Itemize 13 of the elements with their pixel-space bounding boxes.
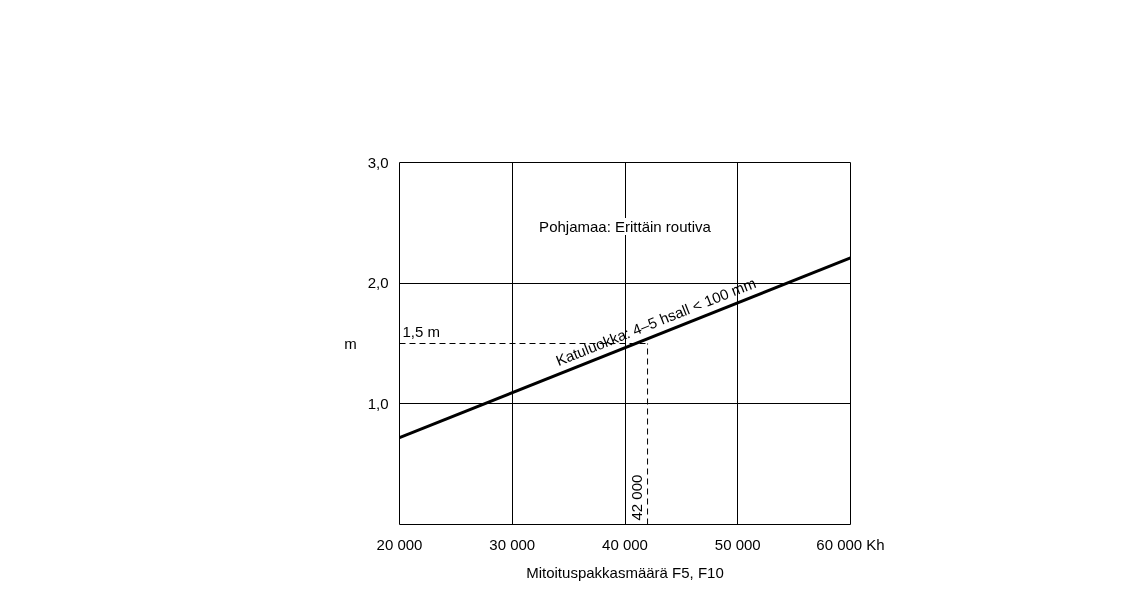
x-axis-title: Mitoituspakkasmäärä F5, F10 — [526, 563, 724, 581]
y-tick-label: 3,0 — [367, 153, 389, 171]
x-tick-label: 50 000 — [714, 535, 761, 553]
y-tick-label: 2,0 — [367, 274, 389, 292]
y-tick-label: 1,0 — [367, 394, 389, 412]
x-tick-label: 20 000 — [376, 535, 423, 553]
annotation: Pohjamaa: Erittäin routiva — [539, 217, 712, 235]
x-tick-label: 60 000 Kh — [816, 535, 885, 553]
ref-line-label: 1,5 m — [402, 322, 441, 340]
y-axis-title: m — [344, 335, 357, 352]
x-tick-label: 40 000 — [602, 535, 648, 553]
x-tick-label: 30 000 — [489, 535, 536, 553]
ref-line-label: 42 000 — [627, 474, 645, 521]
